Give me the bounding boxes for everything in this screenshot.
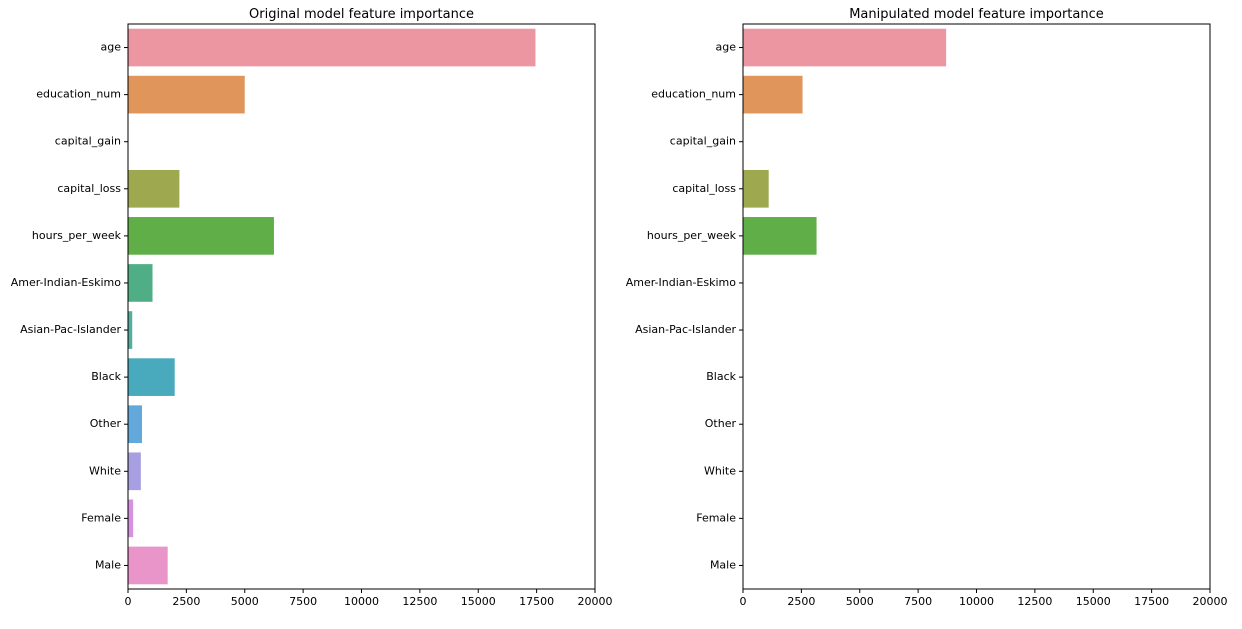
y-tick-label-hours-per-week: hours_per_week bbox=[647, 229, 737, 242]
y-tick-label-white: White bbox=[89, 464, 121, 477]
x-tick-label: 2500 bbox=[172, 595, 200, 608]
x-tick-label: 10000 bbox=[959, 595, 994, 608]
y-tick-label-white: White bbox=[704, 464, 736, 477]
y-tick-label-other: Other bbox=[705, 417, 737, 430]
y-tick-label-female: Female bbox=[696, 511, 736, 524]
chart-original-model: Original model feature importance age edu… bbox=[11, 7, 613, 608]
x-tick-label: 2500 bbox=[787, 595, 815, 608]
x-tick-label: 20000 bbox=[578, 595, 613, 608]
bar-amer-indian-eskimo bbox=[128, 264, 153, 302]
bar-black bbox=[128, 358, 175, 396]
y-tick-label-capital-gain: capital_gain bbox=[670, 135, 736, 148]
chart-title: Manipulated model feature importance bbox=[849, 7, 1104, 22]
x-tick-label: 20000 bbox=[1193, 595, 1228, 608]
bar-asian-pac-islander bbox=[128, 311, 133, 349]
y-tick-label-hours-per-week: hours_per_week bbox=[32, 229, 122, 242]
y-tick-label-capital-loss: capital_loss bbox=[57, 182, 121, 195]
bars bbox=[128, 28, 536, 585]
y-tick-label-age: age bbox=[101, 41, 122, 54]
bar-other bbox=[128, 405, 143, 444]
x-tick-label: 12500 bbox=[402, 595, 437, 608]
y-tick-label-capital-loss: capital_loss bbox=[672, 182, 736, 195]
x-tick-label: 12500 bbox=[1017, 595, 1052, 608]
chart-title: Original model feature importance bbox=[249, 7, 474, 22]
bar-education-num bbox=[128, 75, 245, 114]
x-tick-label: 15000 bbox=[461, 595, 496, 608]
y-tick-label-black: Black bbox=[91, 370, 121, 383]
x-tick-label: 17500 bbox=[1134, 595, 1169, 608]
bar-age bbox=[128, 28, 536, 67]
y-tick-labels: age education_num capital_gain capital_loss… bbox=[11, 41, 128, 571]
bar-hours-per-week bbox=[128, 217, 274, 255]
y-tick-label-male: Male bbox=[710, 558, 736, 571]
y-tick-label-asian-pac-islander: Asian-Pac-Islander bbox=[20, 323, 121, 336]
axes-frame bbox=[127, 23, 596, 590]
x-tick-label: 15000 bbox=[1076, 595, 1111, 608]
bar-age bbox=[743, 28, 947, 67]
y-tick-labels: age education_num capital_gain capital_loss… bbox=[626, 41, 743, 571]
x-ticks: 0 2500 5000 7500 10000 12500 15000 17500 20000 bbox=[125, 589, 613, 608]
y-tick-label-male: Male bbox=[95, 558, 121, 571]
y-tick-label-age: age bbox=[716, 41, 737, 54]
bar-education-num bbox=[743, 75, 803, 114]
bar-white bbox=[128, 452, 141, 491]
axes-frame bbox=[742, 23, 1211, 590]
y-tick-label-capital-gain: capital_gain bbox=[55, 135, 121, 148]
y-tick-label-education-num: education_num bbox=[36, 88, 121, 101]
bars bbox=[743, 28, 947, 255]
bar-capital-loss bbox=[743, 169, 769, 208]
x-tick-label: 17500 bbox=[519, 595, 554, 608]
y-tick-label-education-num: education_num bbox=[651, 88, 736, 101]
x-tick-label: 0 bbox=[125, 595, 132, 608]
x-tick-label: 7500 bbox=[289, 595, 317, 608]
x-tick-label: 0 bbox=[740, 595, 747, 608]
bar-male bbox=[128, 546, 168, 585]
y-tick-label-amer-indian-eskimo: Amer-Indian-Eskimo bbox=[626, 276, 737, 289]
chart-manipulated-model: Manipulated model feature importance age… bbox=[626, 7, 1228, 608]
bar-female bbox=[128, 499, 134, 538]
y-tick-label-amer-indian-eskimo: Amer-Indian-Eskimo bbox=[11, 276, 122, 289]
x-tick-label: 5000 bbox=[846, 595, 874, 608]
bar-hours-per-week bbox=[743, 217, 817, 255]
y-tick-label-black: Black bbox=[706, 370, 736, 383]
x-tick-label: 7500 bbox=[904, 595, 932, 608]
y-tick-label-other: Other bbox=[90, 417, 122, 430]
y-tick-label-female: Female bbox=[81, 511, 121, 524]
x-ticks: 0 2500 5000 7500 10000 12500 15000 17500 20000 bbox=[740, 589, 1228, 608]
y-tick-label-asian-pac-islander: Asian-Pac-Islander bbox=[635, 323, 736, 336]
bar-capital-loss bbox=[128, 169, 180, 208]
x-tick-label: 5000 bbox=[231, 595, 259, 608]
x-tick-label: 10000 bbox=[344, 595, 379, 608]
